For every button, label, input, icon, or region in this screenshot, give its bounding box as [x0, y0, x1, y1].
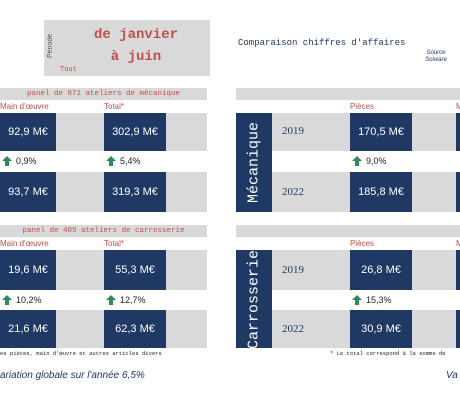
carrosserie-right-band-2022 [236, 310, 460, 348]
carrosserie-col-labour-right: M [456, 239, 460, 248]
carrosserie-total-2022: 62,3 M€ [104, 310, 166, 348]
mecanique-total-change: 5,4% [106, 156, 141, 166]
mecanique-panel-title: panel de 871 ateliers de mécanique [0, 88, 207, 100]
period-vertical-label: Période [47, 33, 54, 59]
mecanique-right-band-2022 [236, 172, 460, 212]
source-note: Source Solware [416, 50, 456, 64]
period-scope[interactable]: Tout [60, 66, 77, 74]
carrosserie-parts-2022: 30,9 M€ [350, 310, 412, 348]
carrosserie-year-2019: 2019 [282, 264, 304, 276]
period-line1: de janvier [93, 27, 178, 43]
carrosserie-right-header [236, 225, 460, 237]
arrow-up-icon [106, 156, 116, 166]
source-label: Source [426, 50, 446, 56]
mecanique-parts-pct: 9,0% [366, 156, 387, 166]
source-name: Solware [425, 57, 447, 63]
mecanique-parts-change: 9,0% [352, 156, 387, 166]
mecanique-category: Mécanique [236, 113, 272, 212]
mecanique-year-2022: 2022 [282, 186, 304, 198]
carrosserie-category-label: Carrosserie [245, 249, 263, 349]
global-variation-left: ariation globale sur l'année 6,5% [0, 370, 145, 381]
carrosserie-labour-2019: 19,6 M€ [0, 250, 56, 290]
arrow-up-icon [106, 295, 116, 305]
carrosserie-panel-title: panel de 409 ateliers de carrosserie [0, 225, 207, 237]
mecanique-total-2022: 319,3 M€ [104, 172, 166, 212]
mecanique-labour-right-2019 [456, 113, 460, 151]
mecanique-parts-2019: 170,5 M€ [350, 113, 412, 151]
carrosserie-total-2019: 55,3 M€ [104, 250, 166, 290]
mecanique-col-labour-right: M [456, 102, 460, 111]
mecanique-parts-2022: 185,8 M€ [350, 172, 412, 212]
mecanique-category-label: Mécanique [245, 122, 263, 204]
mecanique-total-pct: 5,4% [120, 156, 141, 166]
footnote-right: * Le total correspond à la somme de [330, 350, 446, 357]
period-selector[interactable]: de janvier à juin [66, 24, 206, 68]
mecanique-col-labour: Main d'œuvre [0, 102, 49, 111]
carrosserie-labour-pct: 10,2% [16, 295, 42, 305]
carrosserie-total-change: 12,7% [106, 295, 146, 305]
carrosserie-right-band-2019 [236, 250, 460, 290]
arrow-up-icon [352, 295, 362, 305]
carrosserie-labour-right-2022 [456, 310, 460, 348]
carrosserie-col-parts: Pièces [350, 239, 375, 248]
mecanique-total-2019: 302,9 M€ [104, 113, 166, 151]
arrow-up-icon [2, 156, 12, 166]
carrosserie-labour-change: 10,2% [2, 295, 42, 305]
global-variation-right: Va [446, 370, 458, 381]
carrosserie-category: Carrosserie [236, 249, 272, 349]
carrosserie-labour-2022: 21,6 M€ [0, 310, 56, 348]
carrosserie-parts-change: 15,3% [352, 295, 392, 305]
carrosserie-total-pct: 12,7% [120, 295, 146, 305]
carrosserie-col-total: Total* [104, 239, 125, 248]
arrow-up-icon [352, 156, 362, 166]
mecanique-col-parts: Pièces [350, 102, 375, 111]
mecanique-labour-2019: 92,9 M€ [0, 113, 56, 151]
page-title: Comparaison chiffres d'affaires [238, 38, 406, 48]
mecanique-labour-2022: 93,7 M€ [0, 172, 56, 212]
carrosserie-labour-right-2019 [456, 250, 460, 290]
mecanique-labour-change: 0,9% [2, 156, 37, 166]
period-line2: à juin [110, 49, 162, 65]
carrosserie-col-labour: Main d'œuvre [0, 239, 49, 248]
arrow-up-icon [2, 295, 12, 305]
carrosserie-parts-2019: 26,8 M€ [350, 250, 412, 290]
mecanique-year-2019: 2019 [282, 125, 304, 137]
mecanique-col-total: Total* [104, 102, 125, 111]
period-box [44, 20, 210, 76]
carrosserie-parts-pct: 15,3% [366, 295, 392, 305]
carrosserie-year-2022: 2022 [282, 323, 304, 335]
mecanique-labour-right-2022 [456, 172, 460, 212]
footnote-left: es pièces, main d'œuvre et autres articl… [0, 350, 162, 357]
mecanique-labour-pct: 0,9% [16, 156, 37, 166]
mecanique-right-header [236, 88, 460, 100]
mecanique-right-band-2019 [236, 113, 460, 151]
